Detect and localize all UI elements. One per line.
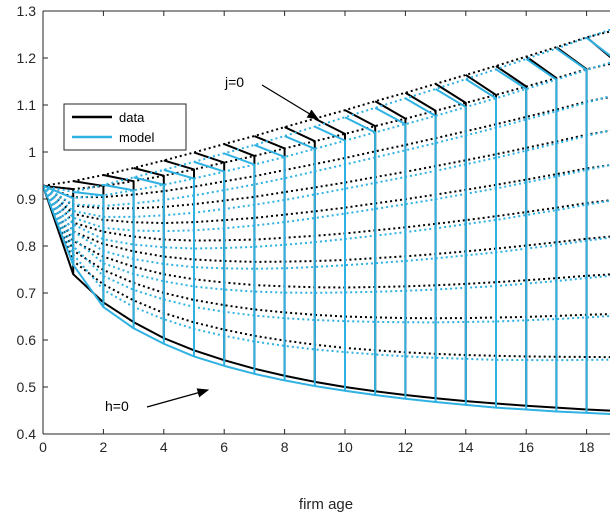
annotations: j=0 h=0 (105, 74, 320, 414)
series-model-rib-17 (555, 47, 588, 413)
series-model-curve-7 (43, 185, 610, 294)
series-model-rib-2 (103, 183, 135, 329)
series-model-rib-5 (193, 160, 226, 366)
series-model-curve-3 (43, 129, 610, 218)
x-tick-label: 8 (281, 439, 289, 455)
series-model-rib-12 (404, 97, 437, 403)
series-model-rib-3 (133, 176, 165, 344)
series-model-rib-10 (344, 116, 377, 395)
y-tick-label: 0.6 (17, 332, 37, 348)
series-data-curve-8 (43, 185, 610, 320)
plot-area (43, 28, 610, 415)
series-model-rib-6 (223, 152, 256, 374)
series-model-curve-5 (43, 185, 610, 250)
series-data-rib-16 (525, 55, 558, 408)
y-tick-label: 1.3 (17, 3, 37, 19)
series-data-curve-7 (43, 185, 610, 289)
annotation-h0-arrow (146, 388, 210, 408)
series-data-curve-6 (43, 185, 610, 263)
series-model-rib-9 (314, 125, 346, 391)
y-tick-label: 0.8 (17, 238, 37, 254)
series-model (43, 28, 610, 415)
series-model-curve-0 (43, 28, 610, 193)
x-tick-label: 10 (337, 439, 353, 455)
x-axis-label: firm age (299, 496, 353, 513)
y-tick-label: 1 (28, 144, 36, 160)
series-data-rib-5 (193, 151, 226, 361)
y-tick-label: 0.5 (17, 379, 37, 395)
series-data-curve-0 (43, 30, 610, 187)
series-data-curve-3 (43, 129, 610, 210)
x-tick-label: 4 (160, 439, 168, 455)
series-model-rib-0 (43, 184, 75, 265)
series-data-rib-18 (585, 36, 610, 59)
series-model-rib-7 (254, 144, 286, 381)
legend-box (63, 103, 187, 151)
annotation-h0-label: h=0 (105, 398, 129, 414)
y-tick-label: 0.7 (17, 285, 37, 301)
series-model-curve-9 (43, 185, 610, 362)
series-model-curve-10 (43, 185, 610, 415)
x-tick-label: 12 (398, 439, 414, 455)
legend-label-data: data (119, 110, 145, 125)
annotation-j0-arrow (261, 84, 320, 120)
series-model-rib-8 (284, 135, 316, 387)
series-model-curve-8 (43, 185, 610, 324)
legend: data model (63, 103, 187, 151)
series-model-curve-2 (43, 95, 610, 208)
series-model-rib-15 (495, 68, 528, 410)
series-model-rib-1 (73, 190, 105, 308)
axes: 0 2 4 6 8 10 12 14 16 18 0.4 0.5 0.6 0.7 0.8 0.9 1 1.1 1.2… (17, 3, 610, 513)
series-data-curve-10 (43, 185, 610, 412)
series-data-curve-4 (43, 164, 610, 225)
legend-label-model: model (119, 130, 155, 145)
x-tick-label: 6 (220, 439, 228, 455)
y-tick-label: 1.1 (17, 97, 37, 113)
series-model-rib-13 (435, 88, 467, 405)
series-model-curve-6 (43, 185, 610, 270)
series-data-rib-15 (495, 65, 528, 406)
y-tick-label: 0.4 (17, 426, 37, 442)
series-model-rib-14 (465, 78, 497, 408)
x-tick-label: 2 (100, 439, 108, 455)
series-data-curve-9 (43, 185, 610, 359)
x-tick-label: 0 (39, 439, 47, 455)
y-tick-label: 0.9 (17, 191, 37, 207)
x-tick-label: 18 (579, 439, 595, 455)
series-data-rib-17 (555, 46, 588, 410)
series-data-rib-4 (163, 159, 195, 351)
series-model-curve-4 (43, 164, 610, 233)
series-data-rib-3 (133, 167, 165, 339)
series-model-curve-1 (43, 61, 610, 200)
series-model-rib-16 (525, 58, 558, 412)
y-tick-label: 1.2 (17, 50, 37, 66)
series-model-rib-4 (163, 168, 195, 357)
x-tick-label: 16 (518, 439, 534, 455)
series-model-rib-11 (374, 106, 407, 399)
series-data-curve-5 (43, 185, 610, 242)
x-tick-label: 14 (458, 439, 474, 455)
annotation-j0-label: j=0 (224, 74, 244, 90)
series-data-curve-1 (43, 62, 610, 191)
